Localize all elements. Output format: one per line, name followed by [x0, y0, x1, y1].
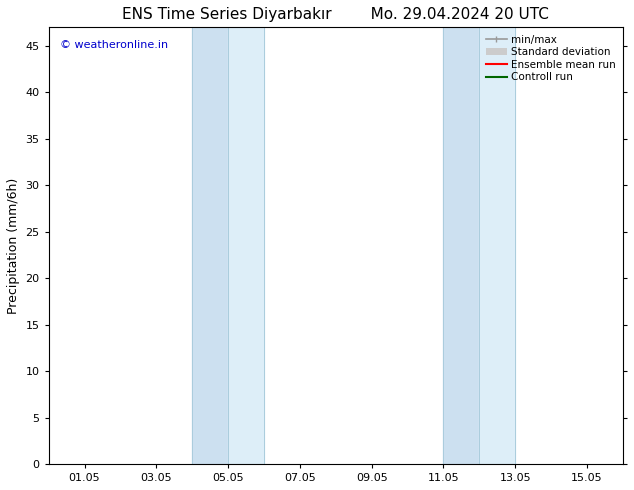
Legend: min/max, Standard deviation, Ensemble mean run, Controll run: min/max, Standard deviation, Ensemble me… [484, 32, 618, 84]
Bar [192, 27, 228, 464]
Bar [479, 27, 515, 464]
Text: © weatheronline.in: © weatheronline.in [60, 40, 168, 50]
Y-axis label: Precipitation (mm/6h): Precipitation (mm/6h) [7, 177, 20, 314]
Title: ENS Time Series Diyarbakır        Mo. 29.04.2024 20 UTC: ENS Time Series Diyarbakır Mo. 29.04.202… [122, 7, 549, 22]
Bar [443, 27, 479, 464]
Bar [228, 27, 264, 464]
